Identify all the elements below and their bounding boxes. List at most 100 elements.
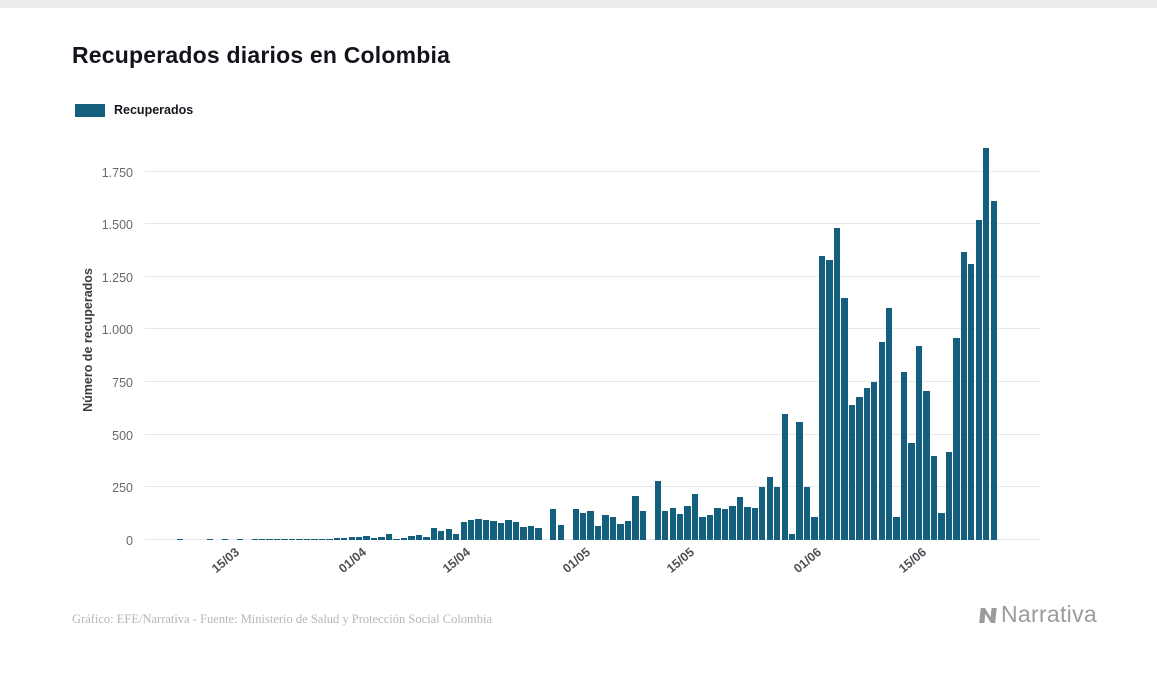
bar-19/04[interactable]	[490, 521, 497, 540]
bar-14/05[interactable]	[677, 513, 684, 540]
bar-24/03[interactable]	[296, 538, 303, 540]
bar-30/03[interactable]	[341, 537, 348, 540]
bar-20/03[interactable]	[266, 539, 273, 540]
bar-26/03[interactable]	[311, 538, 318, 540]
bar-30/05[interactable]	[796, 422, 803, 540]
bar-21/06[interactable]	[960, 251, 968, 540]
bar-14/04[interactable]	[453, 533, 460, 540]
bar-22/05[interactable]	[736, 496, 744, 540]
bar-03/06[interactable]	[826, 260, 833, 540]
bar-02/06[interactable]	[818, 255, 826, 540]
bar-01/05[interactable]	[579, 512, 587, 540]
bar-10/06[interactable]	[878, 342, 885, 540]
bar-29/05[interactable]	[788, 533, 796, 540]
bar-05/04[interactable]	[385, 533, 393, 540]
bar-07/06[interactable]	[856, 396, 863, 540]
bar-24/06[interactable]	[983, 148, 990, 540]
bar-23/03[interactable]	[288, 539, 296, 540]
bar-11/05[interactable]	[654, 481, 661, 540]
bar-21/05[interactable]	[729, 506, 736, 540]
bar-23/06[interactable]	[975, 220, 982, 540]
bar-25/03[interactable]	[303, 539, 311, 540]
bar-03/04[interactable]	[370, 537, 378, 540]
bar-22/06[interactable]	[968, 264, 975, 540]
bar-24/05[interactable]	[751, 508, 758, 540]
bar-25/04[interactable]	[535, 528, 542, 540]
bar-27/03[interactable]	[318, 539, 326, 540]
bar-11/04[interactable]	[430, 528, 437, 540]
bar-18/04[interactable]	[482, 520, 490, 540]
bar-08/06[interactable]	[863, 388, 870, 540]
bar-22/04[interactable]	[512, 522, 520, 540]
bar-25/06[interactable]	[990, 201, 997, 540]
bar-28/03[interactable]	[326, 538, 333, 540]
bar-05/05[interactable]	[609, 516, 617, 540]
bar-31/03[interactable]	[348, 536, 355, 540]
bar-16/03[interactable]	[236, 539, 243, 540]
bar-08/04[interactable]	[408, 535, 415, 540]
bar-23/04[interactable]	[520, 527, 527, 540]
bar-10/04[interactable]	[423, 536, 430, 540]
bar-14/06[interactable]	[908, 443, 915, 540]
bar-27/05[interactable]	[774, 487, 781, 540]
bar-09/04[interactable]	[415, 534, 423, 540]
bar-30/04[interactable]	[572, 509, 579, 540]
bar-03/05[interactable]	[594, 526, 602, 540]
bar-18/06[interactable]	[938, 512, 945, 540]
bar-21/04[interactable]	[505, 520, 512, 540]
bar-04/05[interactable]	[602, 514, 609, 540]
bar-22/03[interactable]	[281, 539, 288, 540]
bar-13/05[interactable]	[669, 508, 676, 540]
bar-11/06[interactable]	[886, 308, 893, 540]
bar-12/05[interactable]	[662, 510, 669, 540]
bar-08/03[interactable]	[176, 539, 184, 540]
bar-25/05[interactable]	[759, 487, 766, 540]
bar-06/06[interactable]	[848, 405, 856, 540]
bar-21/03[interactable]	[273, 539, 281, 540]
bar-16/06[interactable]	[923, 390, 930, 540]
bar-14/03[interactable]	[221, 539, 228, 540]
bar-17/06[interactable]	[930, 455, 938, 540]
bar-29/03[interactable]	[333, 538, 340, 540]
bar-19/03[interactable]	[258, 539, 266, 540]
bar-05/06[interactable]	[841, 297, 848, 540]
bar-28/04[interactable]	[557, 525, 564, 540]
bar-20/04[interactable]	[497, 523, 505, 540]
bar-08/05[interactable]	[632, 495, 639, 540]
bar-12/06[interactable]	[893, 516, 900, 540]
bar-07/04[interactable]	[400, 538, 408, 540]
bar-28/05[interactable]	[781, 413, 788, 540]
bar-06/04[interactable]	[393, 538, 400, 540]
bar-19/05[interactable]	[714, 508, 721, 540]
bar-13/06[interactable]	[900, 371, 908, 540]
bar-16/04[interactable]	[467, 520, 475, 540]
bar-24/04[interactable]	[527, 526, 535, 540]
bar-16/05[interactable]	[691, 493, 699, 540]
bar-26/05[interactable]	[766, 476, 773, 540]
bar-18/03[interactable]	[251, 539, 258, 540]
bar-27/04[interactable]	[550, 509, 557, 540]
bar-15/06[interactable]	[915, 346, 923, 540]
bar-02/05[interactable]	[587, 510, 594, 540]
bar-01/04[interactable]	[356, 536, 363, 540]
bar-09/05[interactable]	[639, 510, 647, 540]
bar-06/05[interactable]	[617, 524, 624, 540]
bar-12/04[interactable]	[438, 530, 445, 540]
bar-04/06[interactable]	[833, 228, 841, 540]
bar-15/05[interactable]	[684, 506, 691, 540]
bar-09/06[interactable]	[871, 382, 878, 540]
bar-17/05[interactable]	[699, 516, 706, 540]
bar-20/05[interactable]	[721, 509, 729, 540]
bar-17/04[interactable]	[475, 518, 482, 540]
bar-07/05[interactable]	[624, 521, 632, 540]
bar-02/04[interactable]	[363, 536, 370, 540]
bar-19/06[interactable]	[945, 451, 953, 540]
bar-18/05[interactable]	[706, 514, 714, 540]
bar-20/06[interactable]	[953, 337, 960, 540]
bar-23/05[interactable]	[744, 507, 751, 540]
bar-31/05[interactable]	[803, 487, 811, 540]
bar-15/04[interactable]	[460, 522, 467, 540]
bar-13/04[interactable]	[445, 529, 452, 540]
bar-12/03[interactable]	[206, 539, 214, 540]
legend-item-recuperados[interactable]: Recuperados	[75, 103, 193, 117]
